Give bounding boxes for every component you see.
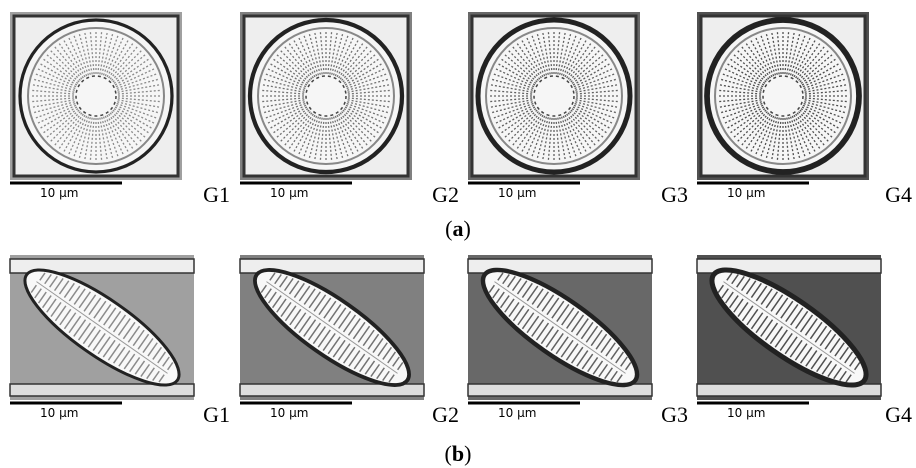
group-label: G1	[203, 182, 230, 207]
scale-label: 10 µm	[270, 186, 308, 200]
valve-rim	[20, 20, 172, 172]
panel-caption: (a)	[445, 216, 471, 241]
caption-part: )	[464, 441, 471, 466]
micrograph	[697, 252, 881, 403]
valve-rim	[250, 20, 402, 172]
scale-label: 10 µm	[727, 406, 765, 420]
scale-label: 10 µm	[727, 186, 765, 200]
figure: 10 µmG110 µmG210 µmG310 µmG4(a)10 µmG110…	[0, 0, 916, 468]
micrograph	[240, 252, 424, 403]
group-label: G2	[432, 182, 459, 207]
group-label: G2	[432, 402, 459, 427]
valve-rim	[707, 20, 859, 172]
micrograph	[10, 252, 194, 403]
caption-part: b	[452, 441, 464, 466]
caption-part: a	[453, 216, 464, 241]
group-label: G3	[661, 402, 688, 427]
valve-rim	[478, 20, 630, 172]
scale-label: 10 µm	[498, 406, 536, 420]
scale-label: 10 µm	[40, 406, 78, 420]
micrograph	[240, 12, 412, 180]
micrograph	[468, 12, 640, 180]
micrograph	[10, 12, 182, 180]
group-label: G4	[885, 402, 912, 427]
scale-label: 10 µm	[270, 406, 308, 420]
caption-part: )	[464, 216, 471, 241]
group-label: G4	[885, 182, 912, 207]
group-label: G3	[661, 182, 688, 207]
scale-label: 10 µm	[40, 186, 78, 200]
panel-caption: (b)	[445, 441, 472, 466]
group-label: G1	[203, 402, 230, 427]
micrograph	[697, 12, 869, 180]
caption-part: (	[445, 441, 452, 466]
scale-label: 10 µm	[498, 186, 536, 200]
micrograph	[468, 252, 652, 403]
caption-part: (	[445, 216, 452, 241]
